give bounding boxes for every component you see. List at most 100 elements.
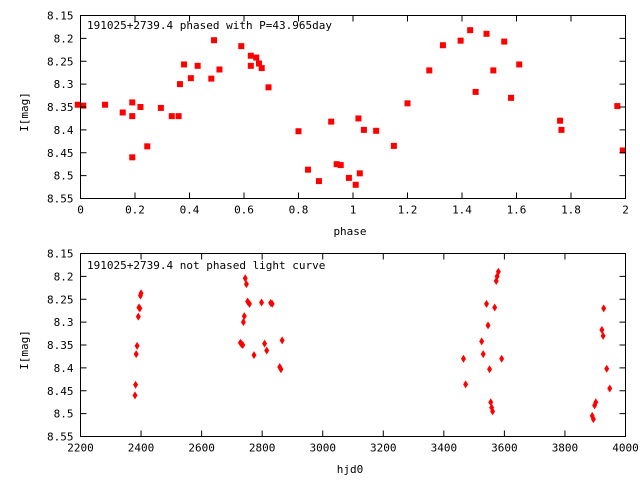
y-tick-label: 8.2 [54,32,74,45]
y-tick-label: 8.45 [47,147,74,160]
y-tick-label: 8.35 [47,101,74,114]
data-point [439,42,446,49]
x-axis-ticks: 2200 2400 2600 2800 3000 3200 3400 3600 3800 4000 [67,253,639,455]
x-tick-label: 3400 [431,442,458,455]
data-point [614,103,621,110]
data-point [216,66,223,73]
data-point [129,113,136,120]
data-point [601,304,607,313]
x-tick-label: 0.2 [125,204,145,217]
data-point [356,170,363,177]
data-point [480,350,486,359]
y-tick-label: 8.5 [54,170,74,183]
x-tick-label: 1.6 [507,204,527,217]
data-point [467,27,474,34]
x-tick-label: 2600 [188,442,215,455]
x-tick-label: 3000 [309,442,336,455]
data-point [390,142,397,149]
data-point [461,354,467,363]
x-tick-label: 0.6 [234,204,254,217]
data-point [133,350,139,359]
y-tick-label: 8.4 [54,124,74,137]
data-point [485,321,491,330]
data-point [360,126,367,133]
data-point [499,354,505,363]
data-point [492,303,498,312]
y-axis-ticks: 8.15 8.2 8.25 8.3 8.35 8.4 8.45 8.5 8.55 [47,248,626,444]
x-tick-label: 4000 [612,442,639,455]
data-point [119,109,126,116]
data-point [247,52,254,59]
data-point [483,30,490,37]
data-point [558,126,565,133]
data-point [490,67,497,74]
data-point [495,267,501,276]
x-tick-label: 2200 [67,442,94,455]
data-point [240,318,246,327]
data-point [175,113,182,120]
data-point [138,289,144,298]
data-point [241,312,247,321]
x-tick-label: 0.8 [289,204,309,217]
x-tick-label: 0 [77,204,84,217]
x-tick-label: 1.8 [561,204,581,217]
data-point [484,299,490,308]
x-tick-label: 2 [622,204,629,217]
data-point [253,54,260,61]
unphased-light-curve-chart: 2200 2400 2600 2800 3000 3200 3400 3600 3800 4000… [18,248,639,477]
data-point [593,398,599,407]
data-point [355,115,362,122]
x-tick-label: 0.4 [180,204,200,217]
y-tick-label: 8.25 [47,55,74,68]
data-point [315,178,322,185]
data-point [134,341,140,350]
data-point [305,166,312,173]
y-tick-label: 8.4 [54,362,74,375]
phased-light-curve-chart: 0 0.2 0.4 0.6 0.8 1 1.2 1.4 1.6 1.8 2 8.158.28.258… [18,10,629,239]
data-point [259,298,265,307]
data-point [599,325,605,334]
data-point [243,280,249,289]
data-point [328,118,335,125]
data-point [269,299,275,308]
data-point [516,61,523,68]
data-point [133,380,139,389]
y-tick-label: 8.15 [47,248,74,261]
x-tick-label: 1 [350,204,357,217]
data-point [129,154,136,161]
data-point [211,37,218,44]
data-point [463,380,469,389]
chart-title: 191025+2739.4 phased with P=43.965day [87,19,332,32]
phased-data-points [74,27,626,188]
data-point [607,384,613,393]
data-point [457,37,464,44]
x-axis-label: phase [333,225,366,238]
y-tick-label: 8.35 [47,339,74,352]
data-point [194,62,201,69]
data-point [251,351,257,360]
data-point [265,84,272,91]
data-point [488,398,494,407]
data-point [144,143,151,150]
plot-frame [80,253,626,437]
x-tick-label: 2400 [128,442,155,455]
data-point [242,274,248,283]
y-tick-label: 8.3 [54,316,74,329]
y-axis-ticks: 8.15 8.2 8.25 8.3 8.35 8.4 8.45 8.5 8.55 [47,10,626,206]
data-point [278,365,284,374]
data-point [247,62,254,69]
x-tick-label: 3200 [370,442,397,455]
data-point [590,415,596,424]
data-point [501,38,508,45]
data-point [129,99,136,106]
x-tick-label: 3800 [552,442,579,455]
data-point [135,312,141,321]
data-point [472,88,479,95]
data-point [258,65,265,72]
y-tick-label: 8.3 [54,78,74,91]
data-point [187,75,194,82]
unphased-data-points [132,267,613,424]
data-point [508,94,515,101]
data-point [246,299,252,308]
